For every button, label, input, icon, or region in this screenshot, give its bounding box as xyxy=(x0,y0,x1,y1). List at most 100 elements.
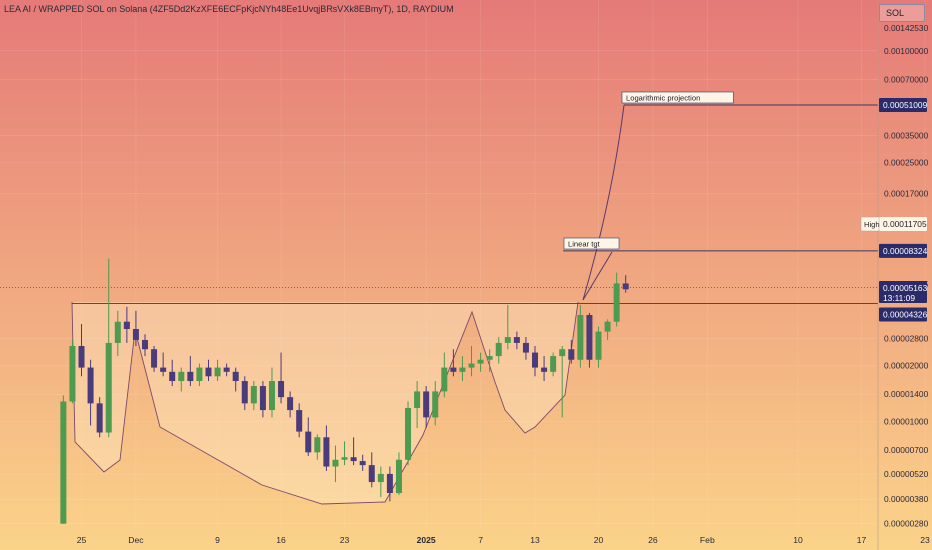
y-tick-label: 0.00100000 xyxy=(884,46,929,56)
log-projection-label-text: Logarithmic projection xyxy=(626,93,700,102)
candle-body xyxy=(441,367,448,392)
y-tick-label: 0.00000280 xyxy=(884,519,929,529)
candle-body xyxy=(386,473,393,494)
candles xyxy=(60,258,629,524)
chart-title: LEA AI / WRAPPED SOL on Solana (4ZF5Dd2K… xyxy=(4,4,454,14)
candle-body xyxy=(332,459,339,467)
time-axis[interactable]: 25 Dec 9 16 23 2025 7 13 20 26 Feb 10 17 23 xyxy=(77,535,930,545)
badge-high-label: High xyxy=(860,216,880,232)
candle-body xyxy=(142,339,148,350)
y-tick-label-partial: 0.00142530 xyxy=(884,23,929,33)
candle-body xyxy=(87,367,94,404)
linear-target-label-box xyxy=(563,237,620,250)
linear-target-label-text: Linear tgt xyxy=(568,239,601,248)
candle-body xyxy=(151,349,158,368)
high-label-bg xyxy=(860,216,880,232)
candle-body xyxy=(541,367,548,372)
high-label-text: High xyxy=(864,220,880,229)
candle-body xyxy=(477,359,484,364)
candle-body xyxy=(504,337,511,343)
candle-body xyxy=(96,403,103,433)
badge-linear-target-text: 0.00008324 xyxy=(883,246,928,256)
cup-handle-pattern xyxy=(0,287,878,505)
candle-body xyxy=(60,401,67,524)
candle-body xyxy=(559,349,566,357)
candle-body xyxy=(314,437,321,453)
y-tick-label: 0.00025000 xyxy=(884,157,929,167)
y-tick-label: 0.00000700 xyxy=(884,445,929,455)
y-tick-label: 0.00001000 xyxy=(884,416,929,426)
y-tick-label: 0.00070000 xyxy=(884,75,929,85)
badge-ath-value: 0.00004326 xyxy=(879,307,928,322)
candle-body xyxy=(169,371,176,382)
x-tick-label: 9 xyxy=(215,535,220,545)
badge-high-value: 0.00011705 xyxy=(879,217,927,231)
candle-body xyxy=(178,371,185,382)
candle-body xyxy=(287,397,294,411)
x-tick-label: 17 xyxy=(857,535,867,545)
candle-body xyxy=(305,431,312,453)
candle-body xyxy=(613,283,620,322)
cup-outline xyxy=(71,301,579,505)
x-tick-label: 26 xyxy=(648,535,658,545)
candle-body xyxy=(395,459,402,494)
x-tick-label: 10 xyxy=(793,535,803,545)
candle-body xyxy=(259,386,266,411)
badge-linear-target-bg xyxy=(879,243,927,258)
candle-body xyxy=(323,437,330,467)
candle-body xyxy=(214,367,221,377)
badge-ath-value-text: 0.00004326 xyxy=(883,309,928,319)
candle-body xyxy=(550,356,557,372)
candle-body xyxy=(69,346,76,402)
log-projection-label: Logarithmic projection xyxy=(621,91,734,104)
symbol-button[interactable]: SOL xyxy=(879,4,925,22)
x-tick-label: Feb xyxy=(700,535,715,545)
badge-log-projection-bg xyxy=(879,98,927,112)
candle-body xyxy=(532,352,539,368)
candle-body xyxy=(359,461,366,466)
y-tick-label: 0.00002800 xyxy=(884,333,929,343)
y-tick-label: 0.00000520 xyxy=(884,469,929,479)
candle-body xyxy=(223,367,230,372)
candle-body xyxy=(123,321,130,330)
x-tick-label: 20 xyxy=(594,535,604,545)
candle-body xyxy=(250,386,257,404)
candle-body xyxy=(450,367,457,372)
y-tick-label: 0.00002000 xyxy=(884,361,929,371)
grid xyxy=(0,0,925,528)
y-tick-label: 0.00000380 xyxy=(884,494,929,504)
cup-fill xyxy=(72,302,578,504)
x-tick-label: 16 xyxy=(276,535,286,545)
price-axis[interactable]: 0.00100000 0.00070000 0.00035000 0.00025000… xyxy=(860,0,929,550)
projections: Logarithmic projection Linear tgt xyxy=(563,91,878,301)
x-tick-label: 25 xyxy=(77,535,87,545)
badge-log-projection: 0.00051009 xyxy=(879,98,928,112)
linear-projection-path xyxy=(582,251,613,301)
y-tick-label: 0.00001400 xyxy=(884,389,929,399)
candle-body xyxy=(595,331,602,360)
log-projection-curve xyxy=(582,104,625,301)
badge-log-projection-text: 0.00051009 xyxy=(883,100,928,110)
candle-body xyxy=(232,371,239,382)
candle-body xyxy=(622,283,629,290)
x-tick-label: 13 xyxy=(530,535,540,545)
log-projection-label-box xyxy=(621,91,734,104)
candle-body xyxy=(278,381,285,398)
candle-body xyxy=(105,342,112,433)
candle-body xyxy=(377,473,384,483)
y-tick-label: 0.00035000 xyxy=(884,130,929,140)
x-tick-label: 23 xyxy=(920,535,930,545)
candle-body xyxy=(522,342,529,353)
candle-body xyxy=(568,349,575,360)
x-tick-label: 7 xyxy=(478,535,483,545)
candle-body xyxy=(414,391,421,408)
x-tick-label: 2025 xyxy=(417,535,436,545)
candle-body xyxy=(268,381,275,411)
badge-linear-target: 0.00008324 xyxy=(879,243,928,258)
badge-high-value-bg xyxy=(879,217,927,231)
candle-body xyxy=(241,381,248,404)
x-tick-label: Dec xyxy=(128,535,144,545)
